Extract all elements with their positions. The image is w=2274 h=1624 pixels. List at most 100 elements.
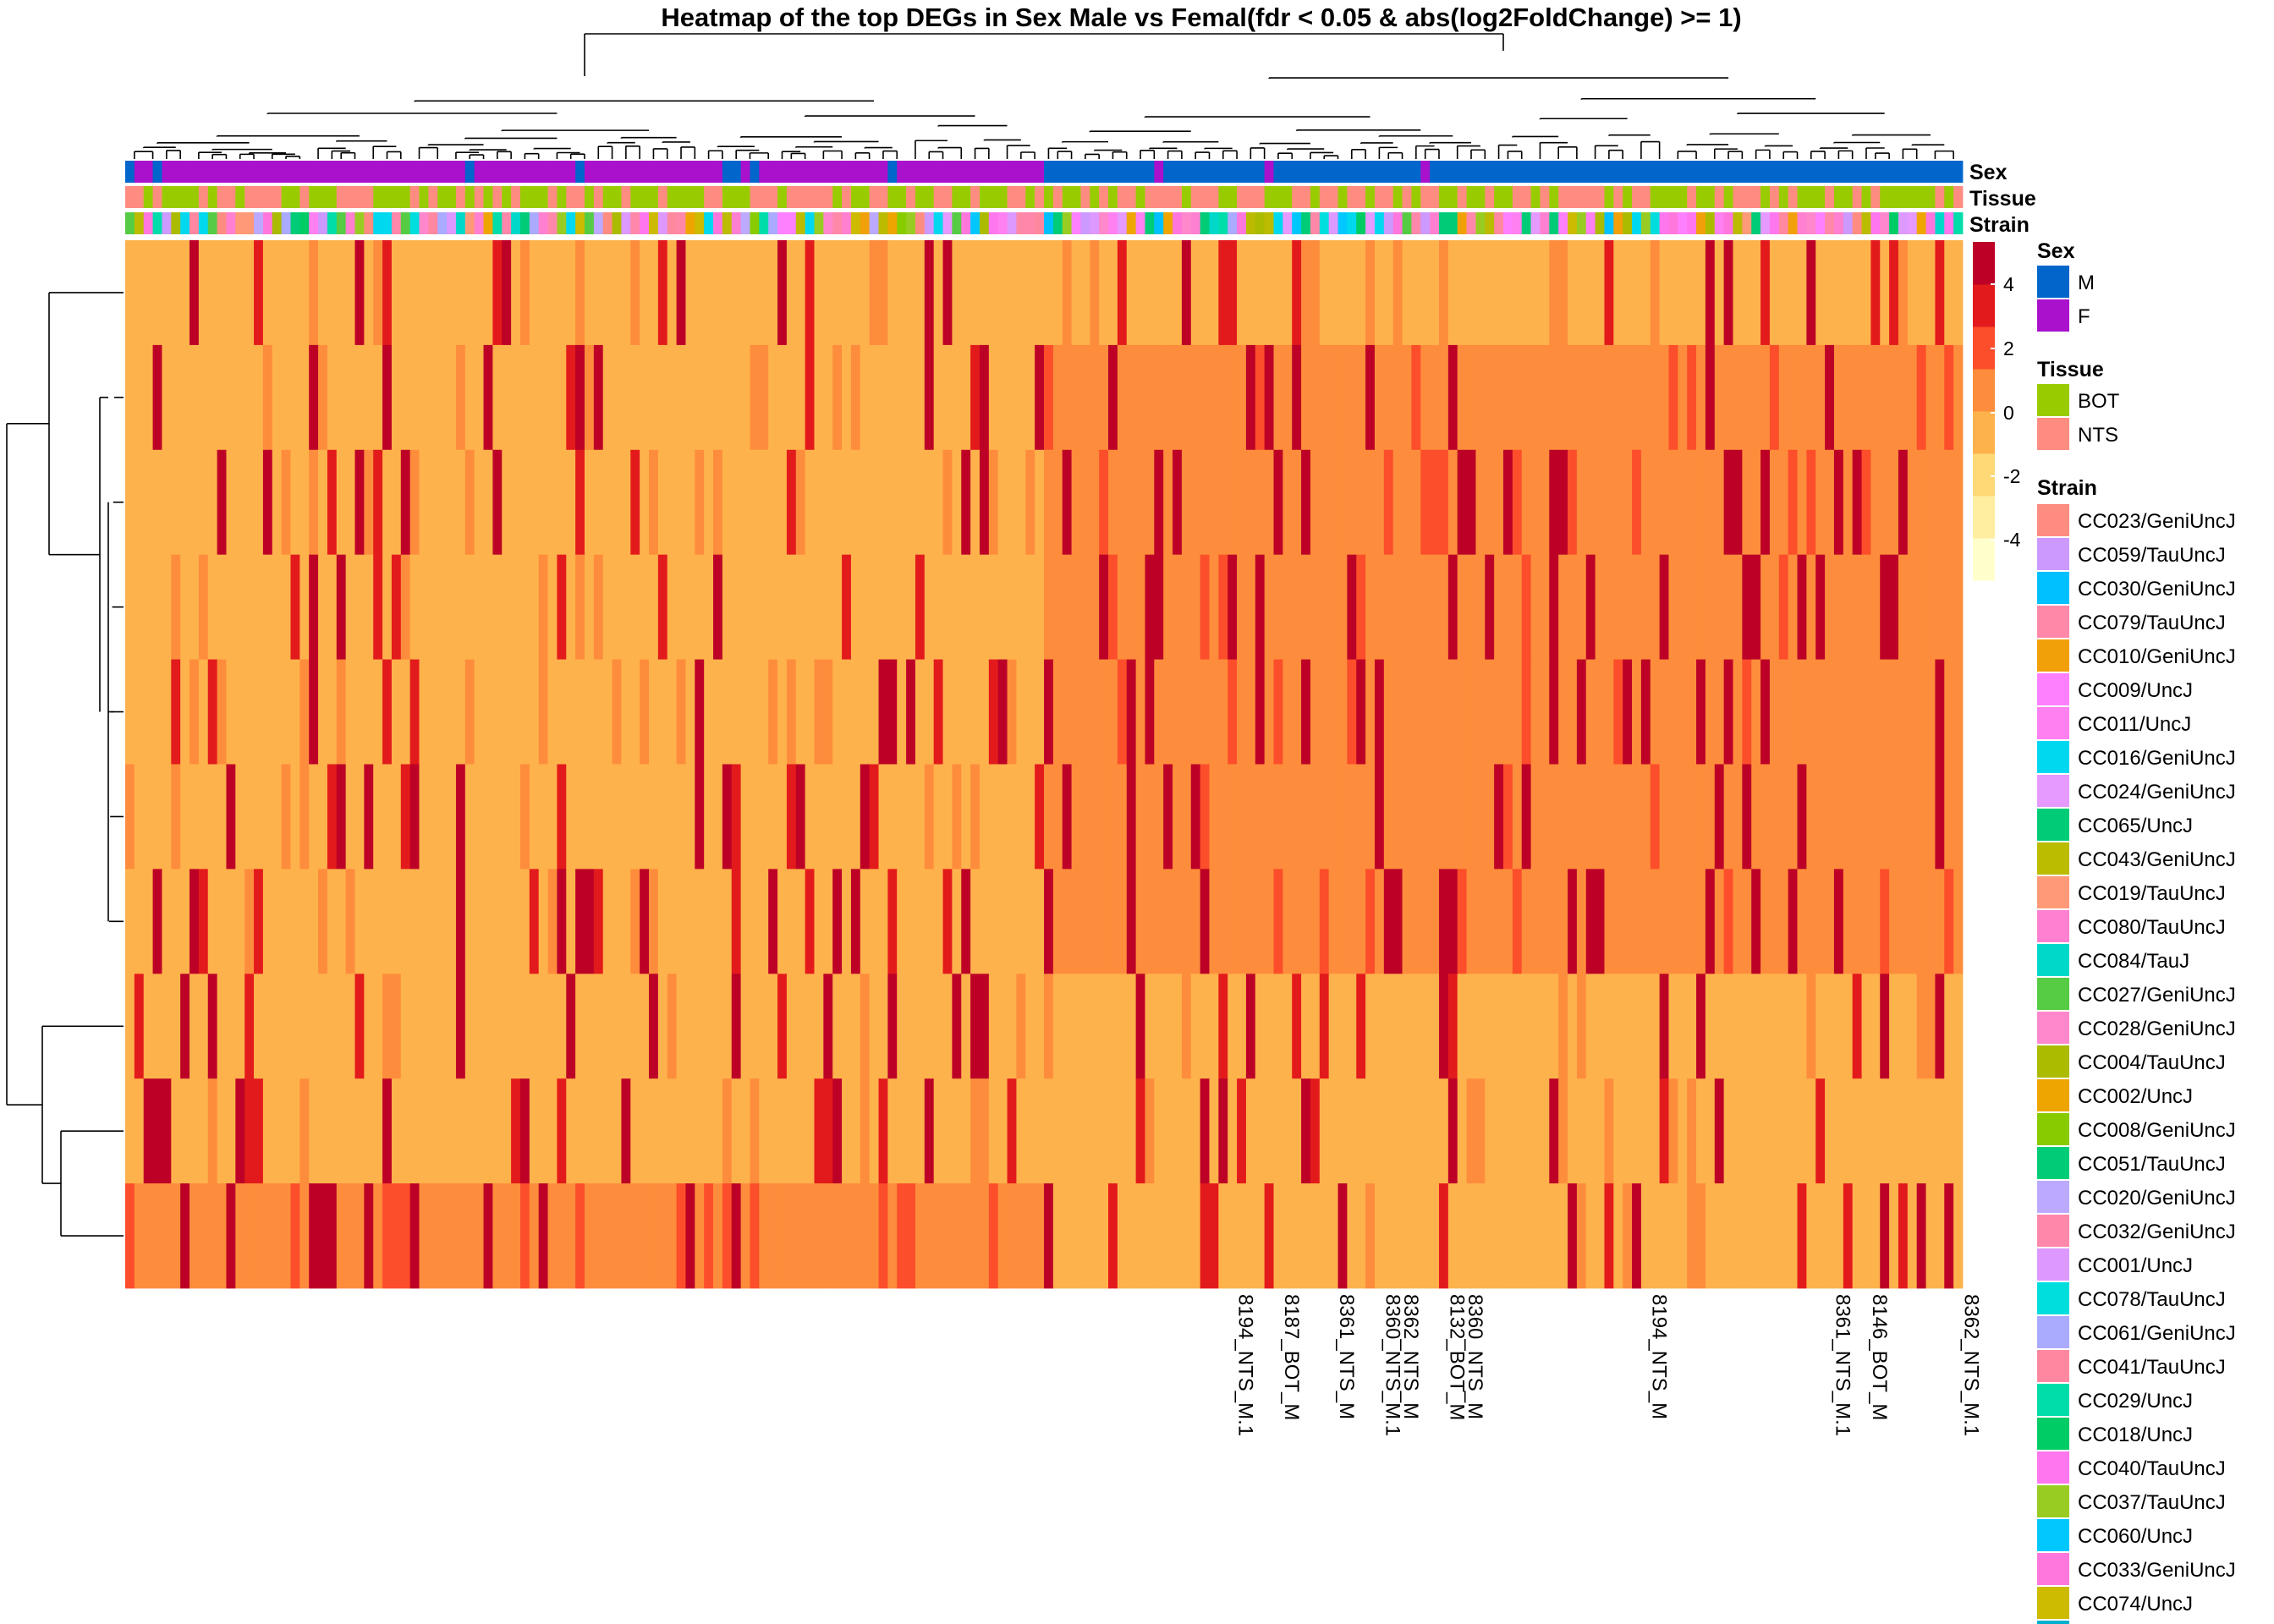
heatmap-cell	[676, 764, 686, 870]
heatmap-cell	[1916, 974, 1926, 1079]
sex-cell	[657, 161, 668, 183]
legend-label: CC030/GeniUncJ	[2078, 578, 2236, 601]
heatmap-cell	[814, 1183, 824, 1289]
heatmap-cell	[1925, 659, 1936, 765]
heatmap-cell	[1071, 1078, 1081, 1184]
heatmap-cell	[1916, 659, 1926, 765]
heatmap-cell	[1623, 554, 1633, 660]
sex-cell	[1678, 161, 1688, 183]
heatmap-cell	[1071, 974, 1081, 1079]
heatmap-cell	[602, 974, 612, 1079]
heatmap-cell	[1007, 554, 1017, 660]
heatmap-cell	[593, 869, 604, 974]
tissue-cell	[1751, 186, 1761, 208]
heatmap-cell	[336, 449, 347, 556]
heatmap-cell	[1035, 1078, 1045, 1184]
heatmap-cell	[1044, 974, 1054, 1079]
heatmap-cell	[299, 764, 310, 870]
legend-label: CC079/TauUncJ	[2078, 612, 2226, 634]
heatmap-cell	[290, 974, 300, 1079]
heatmap-cell	[1016, 1078, 1026, 1184]
heatmap-cell	[1126, 554, 1136, 660]
heatmap-cell	[447, 659, 457, 765]
heatmap-cell	[575, 764, 585, 870]
sex-cell	[1595, 161, 1605, 183]
heatmap-cell	[1705, 869, 1716, 974]
heatmap-cell	[318, 764, 328, 870]
heatmap-cell	[740, 1183, 750, 1289]
heatmap-cell	[1044, 1078, 1054, 1184]
heatmap-cell	[915, 974, 926, 1079]
heatmap-cell	[1283, 764, 1293, 870]
strain-cell	[455, 212, 466, 234]
heatmap-cell	[272, 344, 283, 451]
tissue-cell	[713, 186, 723, 208]
heatmap-cell	[1825, 659, 1835, 765]
heatmap-cell	[612, 1183, 622, 1289]
heatmap-cell	[814, 659, 824, 765]
heatmap-cell	[1907, 1183, 1918, 1289]
heatmap-cell	[878, 974, 888, 1079]
heatmap-cell	[1687, 240, 1697, 346]
tissue-cell	[373, 186, 383, 208]
heatmap-cell	[713, 240, 723, 346]
heatmap-cell	[502, 1078, 512, 1184]
heatmap-cell	[1668, 1078, 1678, 1184]
heatmap-cell	[593, 974, 604, 1079]
sex-cell	[823, 161, 833, 183]
heatmap-cell	[1173, 344, 1183, 451]
heatmap-cell	[447, 240, 457, 346]
heatmap-cell	[915, 240, 926, 346]
sex-cell	[391, 161, 402, 183]
tissue-cell	[1135, 186, 1145, 208]
heatmap-cell	[878, 344, 888, 451]
heatmap-cell	[428, 240, 438, 346]
tissue-cell	[483, 186, 493, 208]
heatmap-cell	[1678, 1183, 1688, 1289]
heatmap-cell	[1540, 344, 1550, 451]
heatmap-cell	[1632, 1078, 1642, 1184]
strain-cell	[979, 212, 990, 234]
legend-swatch	[2037, 1384, 2069, 1416]
heatmap-cell	[1062, 1078, 1072, 1184]
heatmap-cell	[1052, 449, 1063, 556]
heatmap-cell	[1705, 344, 1716, 451]
heatmap-cell	[1190, 344, 1201, 451]
heatmap-cell	[1025, 1078, 1035, 1184]
heatmap-cell	[1678, 449, 1688, 556]
heatmap-cell	[235, 1183, 245, 1289]
strain-cell	[464, 212, 475, 234]
heatmap-cell	[1825, 764, 1835, 870]
heatmap-cell	[502, 974, 512, 1079]
heatmap-cell	[585, 659, 595, 765]
heatmap-cell	[621, 449, 631, 556]
strain-cell	[1392, 212, 1403, 234]
heatmap-cell	[1852, 240, 1862, 346]
heatmap-cell	[1678, 764, 1688, 870]
strain-cell	[1870, 212, 1881, 234]
sex-cell	[171, 161, 181, 183]
heatmap-cell	[1595, 764, 1605, 870]
heatmap-cell	[547, 764, 558, 870]
heatmap-cell	[1457, 974, 1467, 1079]
heatmap-cell	[1438, 449, 1449, 556]
column-label: 8360_NTS_M.1	[1381, 1294, 1403, 1436]
heatmap-cell	[1099, 974, 1109, 1079]
tissue-cell	[244, 186, 255, 208]
heatmap-cell	[1099, 1183, 1109, 1289]
tissue-cell	[842, 186, 852, 208]
heatmap-cell	[538, 449, 548, 556]
heatmap-cell	[657, 449, 668, 556]
heatmap-cell	[1392, 974, 1403, 1079]
heatmap-cell	[1640, 449, 1651, 556]
sex-cell	[1099, 161, 1109, 183]
strain-cell	[529, 212, 540, 234]
heatmap-cell	[869, 764, 879, 870]
heatmap-cell	[1521, 869, 1531, 974]
heatmap-cell	[1044, 869, 1054, 974]
heatmap-cell	[1825, 1183, 1835, 1289]
heatmap-cell	[373, 344, 383, 451]
heatmap-cell	[428, 1183, 438, 1289]
heatmap-cell	[731, 554, 742, 660]
heatmap-cell	[1080, 344, 1090, 451]
